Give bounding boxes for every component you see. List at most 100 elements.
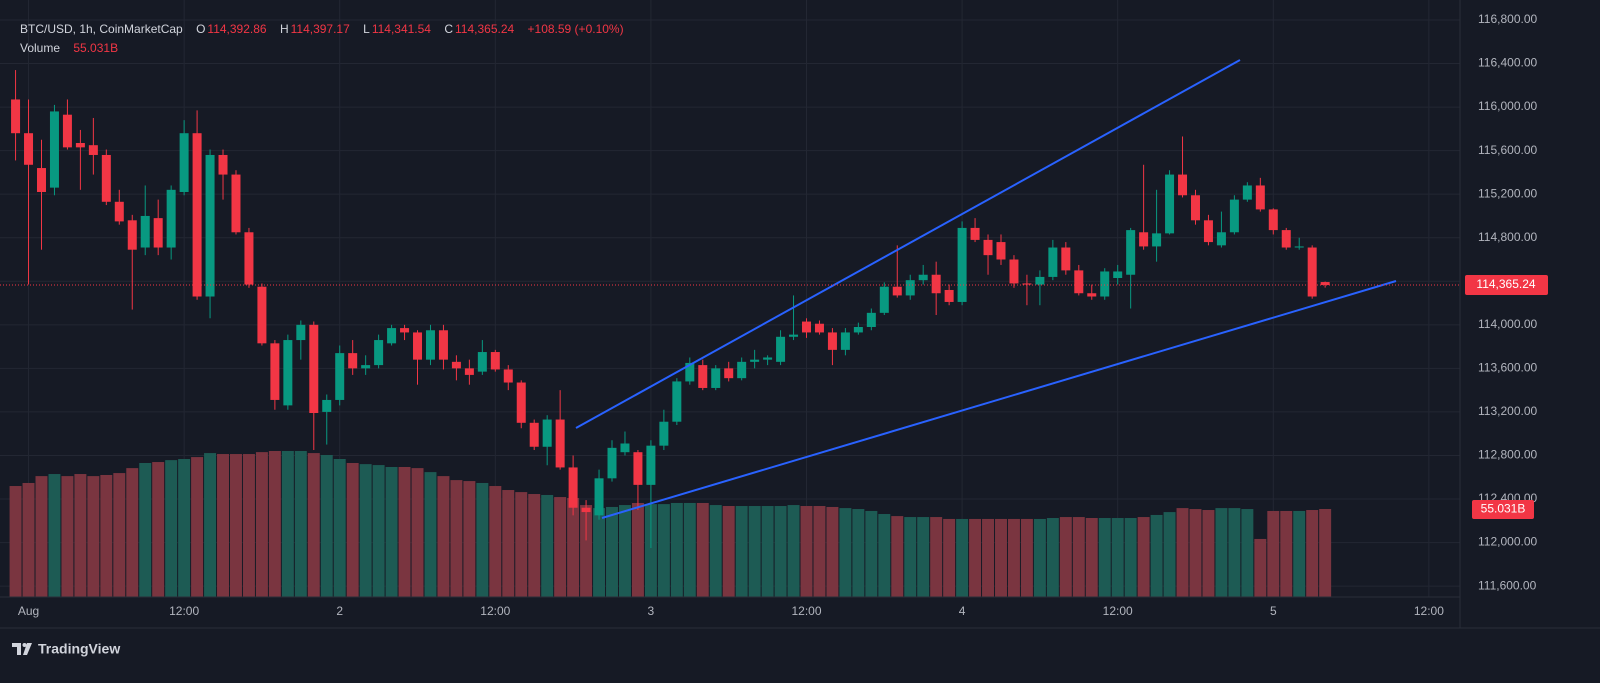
candle-body	[659, 421, 669, 446]
ohlc-label: H	[279, 22, 289, 36]
volume-bar	[1033, 518, 1046, 597]
volume-bar	[204, 453, 217, 597]
volume-bar	[242, 454, 255, 597]
volume-bar	[1111, 518, 1124, 597]
candle-body	[413, 332, 423, 360]
volume-bar	[995, 518, 1007, 597]
volume-bar	[865, 510, 878, 597]
y-tick-label: 116,400.00	[1478, 56, 1537, 70]
ohlc-label: O	[196, 22, 206, 36]
volume-bar	[528, 494, 541, 597]
candle-body	[672, 381, 682, 422]
x-tick-label: 12:00	[169, 604, 199, 618]
y-tick-label: 113,200.00	[1478, 404, 1537, 418]
candle-body	[918, 274, 928, 281]
volume-bar	[1280, 510, 1293, 597]
candle-body	[1074, 270, 1084, 294]
candle-body	[1035, 276, 1045, 285]
candle-body	[931, 274, 941, 294]
symbol[interactable]: BTC/USD, 1h, CoinMarketCap	[20, 22, 183, 36]
candle-body	[153, 218, 163, 248]
volume-bar	[307, 453, 320, 597]
volume-bar	[87, 476, 100, 597]
volume-value: 55.031B	[73, 41, 119, 55]
legend-row: Volume 55.031B	[20, 41, 120, 55]
volume-bar	[281, 451, 294, 597]
volume-label: 55.031B	[1481, 502, 1526, 516]
candle-body	[88, 145, 98, 155]
volume-bar	[515, 492, 528, 597]
volume-bar	[904, 517, 917, 597]
volume-bar	[411, 468, 424, 597]
trend-line[interactable]	[601, 280, 1397, 519]
candle-body	[464, 368, 474, 375]
candle-body	[49, 111, 59, 188]
axes: 111,600.00112,000.00112,400.00112,800.00…	[0, 0, 1600, 629]
y-tick-label: 111,600.00	[1478, 578, 1537, 592]
x-tick-label: 12:00	[1414, 604, 1444, 618]
candle-body	[309, 324, 319, 414]
volume-bar	[139, 462, 152, 597]
volume-bar	[9, 486, 22, 597]
volume-bar	[1072, 517, 1085, 597]
volume-bar	[644, 504, 657, 597]
candle-body	[387, 328, 397, 344]
candle-body	[594, 478, 604, 516]
trend-lines	[575, 59, 1397, 519]
candle-body	[1216, 232, 1226, 246]
candle-body	[179, 133, 189, 192]
candle-body	[1320, 282, 1330, 286]
candle-body	[581, 507, 591, 513]
trend-line[interactable]	[575, 59, 1241, 429]
candle-body	[892, 286, 902, 296]
candle-body	[763, 357, 773, 360]
candle-body	[425, 330, 435, 360]
volume-bar	[1254, 538, 1267, 597]
volume-bar	[294, 451, 307, 597]
candle-body	[1242, 185, 1252, 200]
candle-body	[114, 201, 124, 222]
candle-body	[361, 365, 371, 369]
y-tick-label: 114,000.00	[1478, 317, 1537, 331]
volume-bar	[800, 506, 813, 597]
volume-bar	[22, 482, 35, 597]
volume-bar	[722, 506, 735, 597]
volume-bar	[178, 458, 191, 597]
brand[interactable]: TradingView	[38, 641, 120, 657]
y-tick-label: 114,800.00	[1478, 230, 1537, 244]
volume-bar	[943, 518, 956, 597]
volume-bar	[891, 516, 904, 597]
x-tick-label: 12:00	[791, 604, 821, 618]
volume-bar	[346, 462, 359, 597]
candle-body	[1307, 247, 1317, 297]
candle-body	[348, 353, 358, 369]
volume-bar	[48, 474, 61, 597]
volume-bar	[1020, 518, 1033, 597]
volume-bar	[761, 506, 774, 597]
volume-bar	[1228, 508, 1241, 597]
volume-bar	[502, 490, 515, 597]
volume-bar	[100, 474, 113, 597]
candle-body	[646, 445, 656, 485]
volume-bar	[593, 508, 606, 597]
volume-bar	[1189, 509, 1202, 597]
candle-body	[1139, 232, 1149, 247]
ohlc-label: C	[444, 22, 453, 36]
candle-body	[296, 324, 306, 341]
candle-body	[1126, 230, 1136, 275]
volume-bar	[398, 466, 411, 597]
volume-bar	[1215, 508, 1228, 597]
candle-body	[24, 133, 34, 165]
candle-body	[1165, 174, 1175, 234]
y-tick-label: 112,000.00	[1478, 535, 1537, 549]
candle-body	[101, 154, 111, 202]
candle-body	[737, 361, 747, 379]
candle-body	[1022, 283, 1032, 285]
y-tick-label: 112,800.00	[1478, 448, 1537, 462]
candle-body	[270, 343, 280, 400]
candle-body	[75, 143, 85, 148]
volume-bar	[917, 517, 930, 597]
candle-body	[789, 334, 799, 337]
candle-body	[996, 242, 1006, 260]
